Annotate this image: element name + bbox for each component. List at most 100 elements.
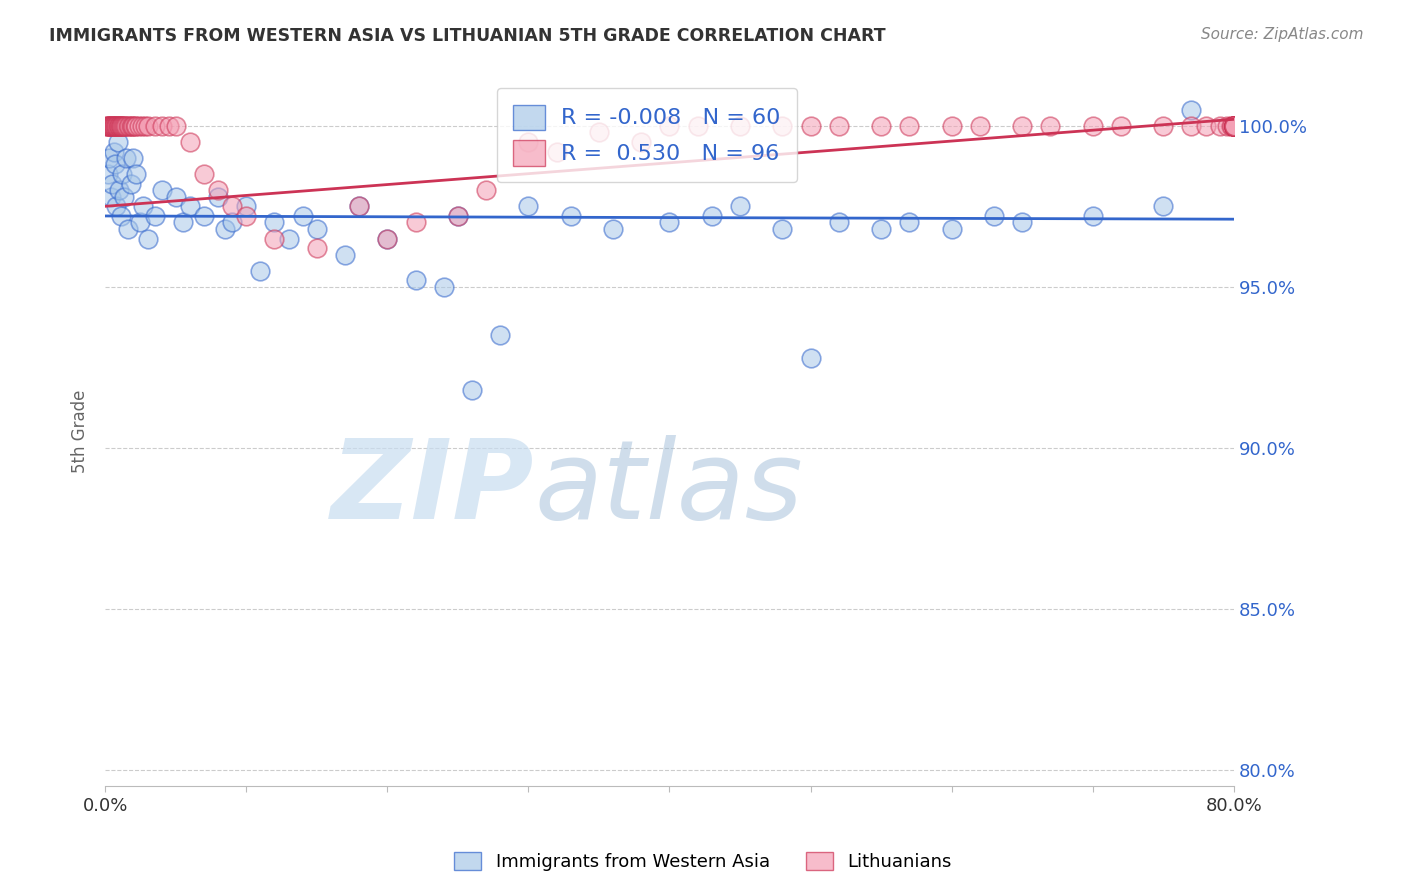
- Point: [111, 119, 134, 133]
- Point: [104, 119, 127, 133]
- Point: [898, 215, 921, 229]
- Point: [602, 222, 624, 236]
- Point: [235, 199, 257, 213]
- Point: [108, 119, 131, 133]
- Point: [97, 119, 120, 133]
- Point: [117, 222, 139, 236]
- Point: [1109, 119, 1132, 133]
- Point: [100, 189, 122, 203]
- Point: [150, 183, 173, 197]
- Point: [1223, 119, 1246, 133]
- Point: [111, 119, 134, 133]
- Point: [98, 119, 121, 133]
- Point: [1180, 119, 1202, 133]
- Y-axis label: 5th Grade: 5th Grade: [72, 390, 89, 474]
- Point: [1223, 119, 1246, 133]
- Point: [658, 119, 681, 133]
- Point: [1215, 119, 1237, 133]
- Point: [941, 119, 963, 133]
- Point: [165, 119, 187, 133]
- Point: [249, 264, 271, 278]
- Point: [1223, 119, 1246, 133]
- Point: [105, 119, 128, 133]
- Point: [110, 119, 132, 133]
- Point: [110, 119, 132, 133]
- Point: [115, 119, 138, 133]
- Point: [122, 151, 145, 165]
- Point: [105, 199, 128, 213]
- Point: [96, 119, 118, 133]
- Point: [1208, 119, 1230, 133]
- Point: [193, 209, 215, 223]
- Point: [1223, 119, 1246, 133]
- Point: [112, 119, 135, 133]
- Point: [870, 119, 893, 133]
- Point: [143, 209, 166, 223]
- Point: [124, 119, 146, 133]
- Point: [1223, 119, 1246, 133]
- Point: [263, 231, 285, 245]
- Point: [828, 119, 851, 133]
- Point: [377, 231, 399, 245]
- Point: [263, 215, 285, 229]
- Point: [129, 215, 152, 229]
- Point: [700, 209, 723, 223]
- Point: [114, 119, 136, 133]
- Point: [107, 119, 129, 133]
- Point: [800, 119, 823, 133]
- Point: [1223, 119, 1246, 133]
- Point: [111, 167, 134, 181]
- Point: [1152, 119, 1174, 133]
- Point: [1220, 119, 1243, 133]
- Point: [1223, 119, 1246, 133]
- Point: [277, 231, 299, 245]
- Point: [983, 209, 1005, 223]
- Point: [108, 119, 131, 133]
- Point: [770, 119, 793, 133]
- Point: [103, 119, 125, 133]
- Point: [291, 209, 314, 223]
- Point: [405, 273, 427, 287]
- Point: [447, 209, 470, 223]
- Point: [157, 119, 180, 133]
- Point: [179, 199, 201, 213]
- Point: [1223, 119, 1246, 133]
- Point: [1222, 119, 1244, 133]
- Point: [347, 199, 370, 213]
- Point: [333, 247, 356, 261]
- Point: [560, 209, 582, 223]
- Point: [134, 119, 156, 133]
- Point: [214, 222, 236, 236]
- Point: [108, 183, 131, 197]
- Point: [117, 119, 139, 133]
- Point: [172, 215, 194, 229]
- Point: [1223, 119, 1246, 133]
- Point: [96, 119, 118, 133]
- Point: [728, 119, 751, 133]
- Text: atlas: atlas: [534, 435, 803, 542]
- Point: [121, 119, 143, 133]
- Point: [118, 119, 141, 133]
- Legend: R = -0.008   N = 60, R =  0.530   N = 96: R = -0.008 N = 60, R = 0.530 N = 96: [496, 87, 797, 183]
- Point: [377, 231, 399, 245]
- Point: [870, 222, 893, 236]
- Point: [207, 189, 229, 203]
- Point: [1081, 209, 1104, 223]
- Legend: Immigrants from Western Asia, Lithuanians: Immigrants from Western Asia, Lithuanian…: [447, 845, 959, 879]
- Point: [630, 135, 652, 149]
- Point: [1180, 103, 1202, 117]
- Point: [104, 119, 127, 133]
- Point: [1223, 119, 1246, 133]
- Point: [98, 119, 121, 133]
- Point: [1152, 199, 1174, 213]
- Point: [588, 125, 610, 139]
- Point: [1223, 119, 1246, 133]
- Point: [1223, 119, 1246, 133]
- Point: [125, 119, 148, 133]
- Point: [517, 199, 540, 213]
- Point: [800, 351, 823, 365]
- Point: [115, 151, 138, 165]
- Point: [120, 119, 142, 133]
- Point: [517, 135, 540, 149]
- Point: [165, 189, 187, 203]
